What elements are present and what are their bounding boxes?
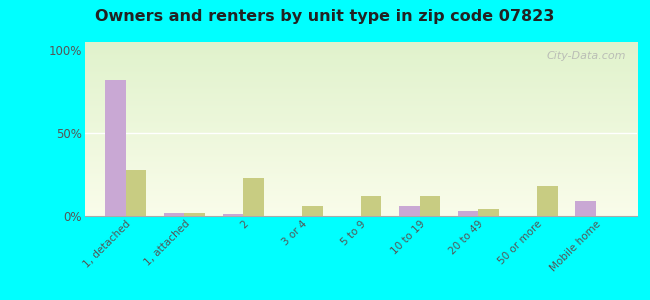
Bar bbox=[537, 186, 558, 216]
Text: City-Data.com: City-Data.com bbox=[547, 51, 626, 61]
Bar bbox=[164, 213, 185, 216]
Bar bbox=[222, 214, 243, 216]
Bar bbox=[361, 196, 382, 216]
Bar bbox=[575, 201, 596, 216]
Text: Owners and renters by unit type in zip code 07823: Owners and renters by unit type in zip c… bbox=[96, 9, 554, 24]
Bar bbox=[125, 169, 146, 216]
Bar bbox=[243, 178, 264, 216]
Bar bbox=[105, 80, 125, 216]
Bar bbox=[302, 206, 322, 216]
Bar bbox=[399, 206, 419, 216]
Bar bbox=[419, 196, 440, 216]
Bar bbox=[458, 211, 478, 216]
Bar bbox=[185, 213, 205, 216]
Bar bbox=[478, 209, 499, 216]
